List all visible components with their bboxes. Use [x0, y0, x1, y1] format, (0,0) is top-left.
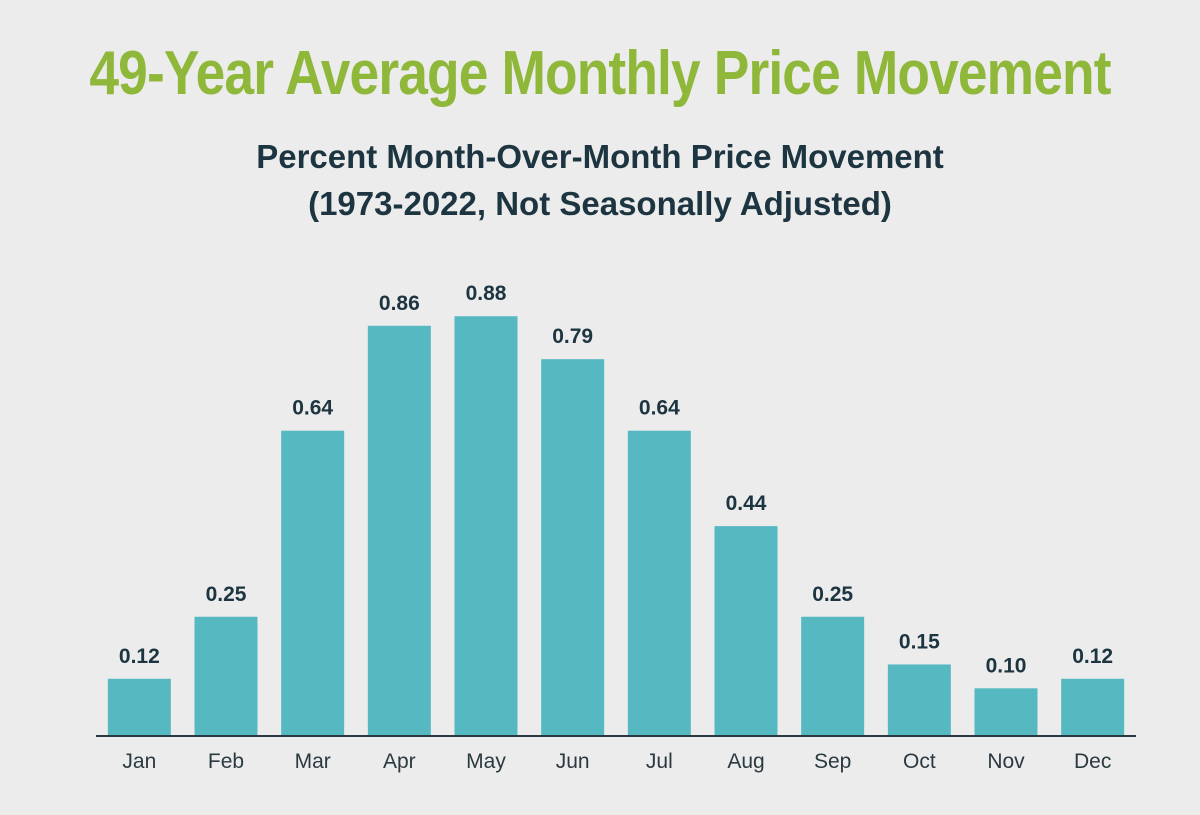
bar-mar: [281, 430, 345, 736]
x-tick-label-jun: Jun: [556, 750, 590, 773]
bar-sep: [801, 616, 865, 736]
bar-may: [454, 316, 518, 736]
bar-jun: [541, 359, 605, 736]
x-tick-label-may: May: [466, 750, 506, 773]
chart-subtitle-line-1: Percent Month-Over-Month Price Movement: [256, 138, 944, 175]
bars-group: [107, 316, 1125, 736]
x-tick-label-feb: Feb: [208, 750, 244, 773]
chart-subtitle-line-2: (1973-2022, Not Seasonally Adjusted): [308, 185, 892, 222]
bar-jan: [107, 678, 171, 736]
x-tick-label-mar: Mar: [295, 750, 331, 773]
bar-oct: [887, 664, 951, 736]
bar-apr: [367, 325, 431, 736]
value-label-may: 0.88: [466, 282, 507, 305]
x-tick-label-sep: Sep: [814, 750, 851, 773]
x-tick-label-apr: Apr: [383, 750, 416, 773]
value-label-apr: 0.86: [379, 292, 420, 315]
bar-feb: [194, 616, 258, 736]
value-label-sep: 0.25: [812, 583, 853, 606]
chart-title: 49-Year Average Monthly Price Movement: [89, 39, 1111, 108]
value-label-nov: 0.10: [986, 654, 1027, 677]
x-tick-label-nov: Nov: [987, 750, 1025, 773]
value-label-jun: 0.79: [552, 325, 593, 348]
bar-jul: [627, 430, 691, 736]
value-label-dec: 0.12: [1072, 645, 1113, 668]
bar-dec: [1061, 678, 1125, 736]
value-label-feb: 0.25: [206, 583, 247, 606]
x-tick-label-jan: Jan: [122, 750, 156, 773]
x-tick-label-dec: Dec: [1074, 750, 1111, 773]
bar-aug: [714, 526, 778, 736]
value-label-mar: 0.64: [292, 397, 333, 420]
value-label-oct: 0.15: [899, 630, 940, 653]
bar-nov: [974, 688, 1038, 736]
value-label-jan: 0.12: [119, 645, 160, 668]
x-tick-labels-group: Jan Feb Mar Apr May Jun Jul Aug Sep Oct Nov Dec: [122, 750, 1111, 773]
x-tick-label-oct: Oct: [903, 750, 936, 773]
x-tick-label-aug: Aug: [727, 750, 764, 773]
value-labels-group: 0.12 0.25 0.64 0.86 0.88 0.79 0.64 0.44 0.25 0.15…: [119, 282, 1113, 677]
value-label-jul: 0.64: [639, 397, 680, 420]
value-label-aug: 0.44: [726, 492, 767, 515]
x-tick-label-jul: Jul: [646, 750, 673, 773]
